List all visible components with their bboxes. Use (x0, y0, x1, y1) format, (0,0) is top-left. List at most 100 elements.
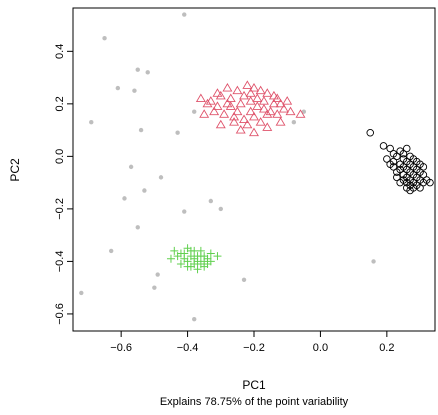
data-point (389, 157, 398, 166)
data-point (193, 252, 202, 261)
data-point (252, 93, 263, 102)
data-point (255, 117, 266, 126)
data-point (158, 175, 164, 180)
data-point (196, 246, 205, 255)
data-point (166, 254, 175, 263)
data-point (79, 290, 84, 296)
data-point (262, 122, 273, 131)
data-point (262, 109, 273, 118)
data-point (138, 127, 144, 133)
data-point (135, 225, 140, 230)
data-point (135, 67, 140, 72)
data-point (393, 152, 401, 161)
data-point (291, 120, 297, 125)
data-point (258, 96, 269, 105)
data-point (182, 209, 187, 214)
data-point (239, 90, 250, 100)
data-point (115, 85, 121, 91)
y-tick-label: −0.6 (54, 303, 66, 325)
data-point (379, 142, 388, 150)
data-point (208, 198, 214, 204)
data-point (222, 83, 233, 92)
data-point (199, 109, 210, 118)
data-point (132, 88, 137, 93)
data-point (192, 316, 197, 322)
data-point (102, 35, 107, 41)
data-point (186, 246, 195, 255)
data-point (295, 109, 306, 118)
data-point (399, 176, 408, 184)
data-point (183, 262, 192, 271)
data-point (209, 106, 220, 116)
data-point (399, 149, 408, 158)
x-tick-label: 0.0 (313, 342, 328, 354)
data-point (215, 119, 226, 129)
x-axis: −0.6 −0.4 −0.2 0.0 0.2 (110, 331, 394, 354)
y-axis-label: PC2 (8, 158, 22, 182)
data-point (255, 85, 266, 95)
data-point (89, 120, 94, 125)
y-tick-label: 0.0 (54, 149, 66, 164)
data-point (176, 260, 185, 269)
data-point (272, 93, 283, 102)
data-point (190, 260, 199, 269)
data-point (396, 160, 404, 168)
data-point (403, 144, 411, 153)
data-point (235, 98, 246, 108)
data-point (128, 164, 134, 170)
data-point (249, 127, 259, 137)
data-point (142, 188, 147, 193)
y-tick-label: 0.4 (54, 44, 66, 59)
series-plus (166, 244, 222, 274)
data-point (193, 265, 202, 274)
plot-frame (72, 7, 436, 332)
data-point (215, 90, 226, 100)
x-axis-subtitle: Explains 78.75% of the point variability (160, 396, 349, 408)
x-tick-label: 0.2 (379, 342, 394, 354)
data-point (419, 178, 428, 187)
data-point (235, 125, 246, 134)
data-point (278, 104, 289, 113)
data-point (242, 119, 253, 129)
y-axis: −0.6 −0.4 −0.2 0.0 0.2 0.4 (54, 44, 73, 325)
data-point (152, 285, 157, 290)
data-point (192, 109, 197, 114)
data-point (383, 155, 391, 163)
data-point (241, 277, 247, 282)
y-tick-label: −0.4 (54, 251, 66, 273)
series-circle (366, 128, 434, 195)
data-point (366, 128, 374, 137)
data-point (239, 114, 250, 123)
data-point (252, 101, 263, 110)
data-point (145, 70, 150, 75)
data-point (249, 83, 259, 92)
data-point (258, 104, 269, 113)
data-point (245, 88, 256, 97)
data-point (272, 109, 283, 118)
data-point (182, 12, 187, 17)
x-tick-label: −0.6 (110, 342, 132, 354)
data-point (212, 88, 223, 97)
data-point (200, 257, 209, 266)
data-point (225, 93, 236, 102)
data-point (419, 171, 428, 179)
data-point (175, 130, 180, 135)
x-axis-label: PC1 (242, 378, 266, 392)
data-point (122, 196, 127, 201)
data-point (265, 106, 276, 116)
data-point (213, 252, 222, 261)
data-point (268, 98, 279, 108)
data-point (301, 109, 307, 114)
data-point (225, 101, 236, 110)
data-point (262, 88, 273, 97)
data-point (282, 96, 293, 105)
data-point (419, 163, 428, 171)
data-point (245, 106, 256, 116)
data-point (222, 98, 233, 108)
data-point (275, 117, 286, 126)
series-triangle (195, 80, 306, 137)
data-point (155, 272, 160, 277)
data-point (386, 144, 394, 153)
data-point (232, 85, 243, 95)
